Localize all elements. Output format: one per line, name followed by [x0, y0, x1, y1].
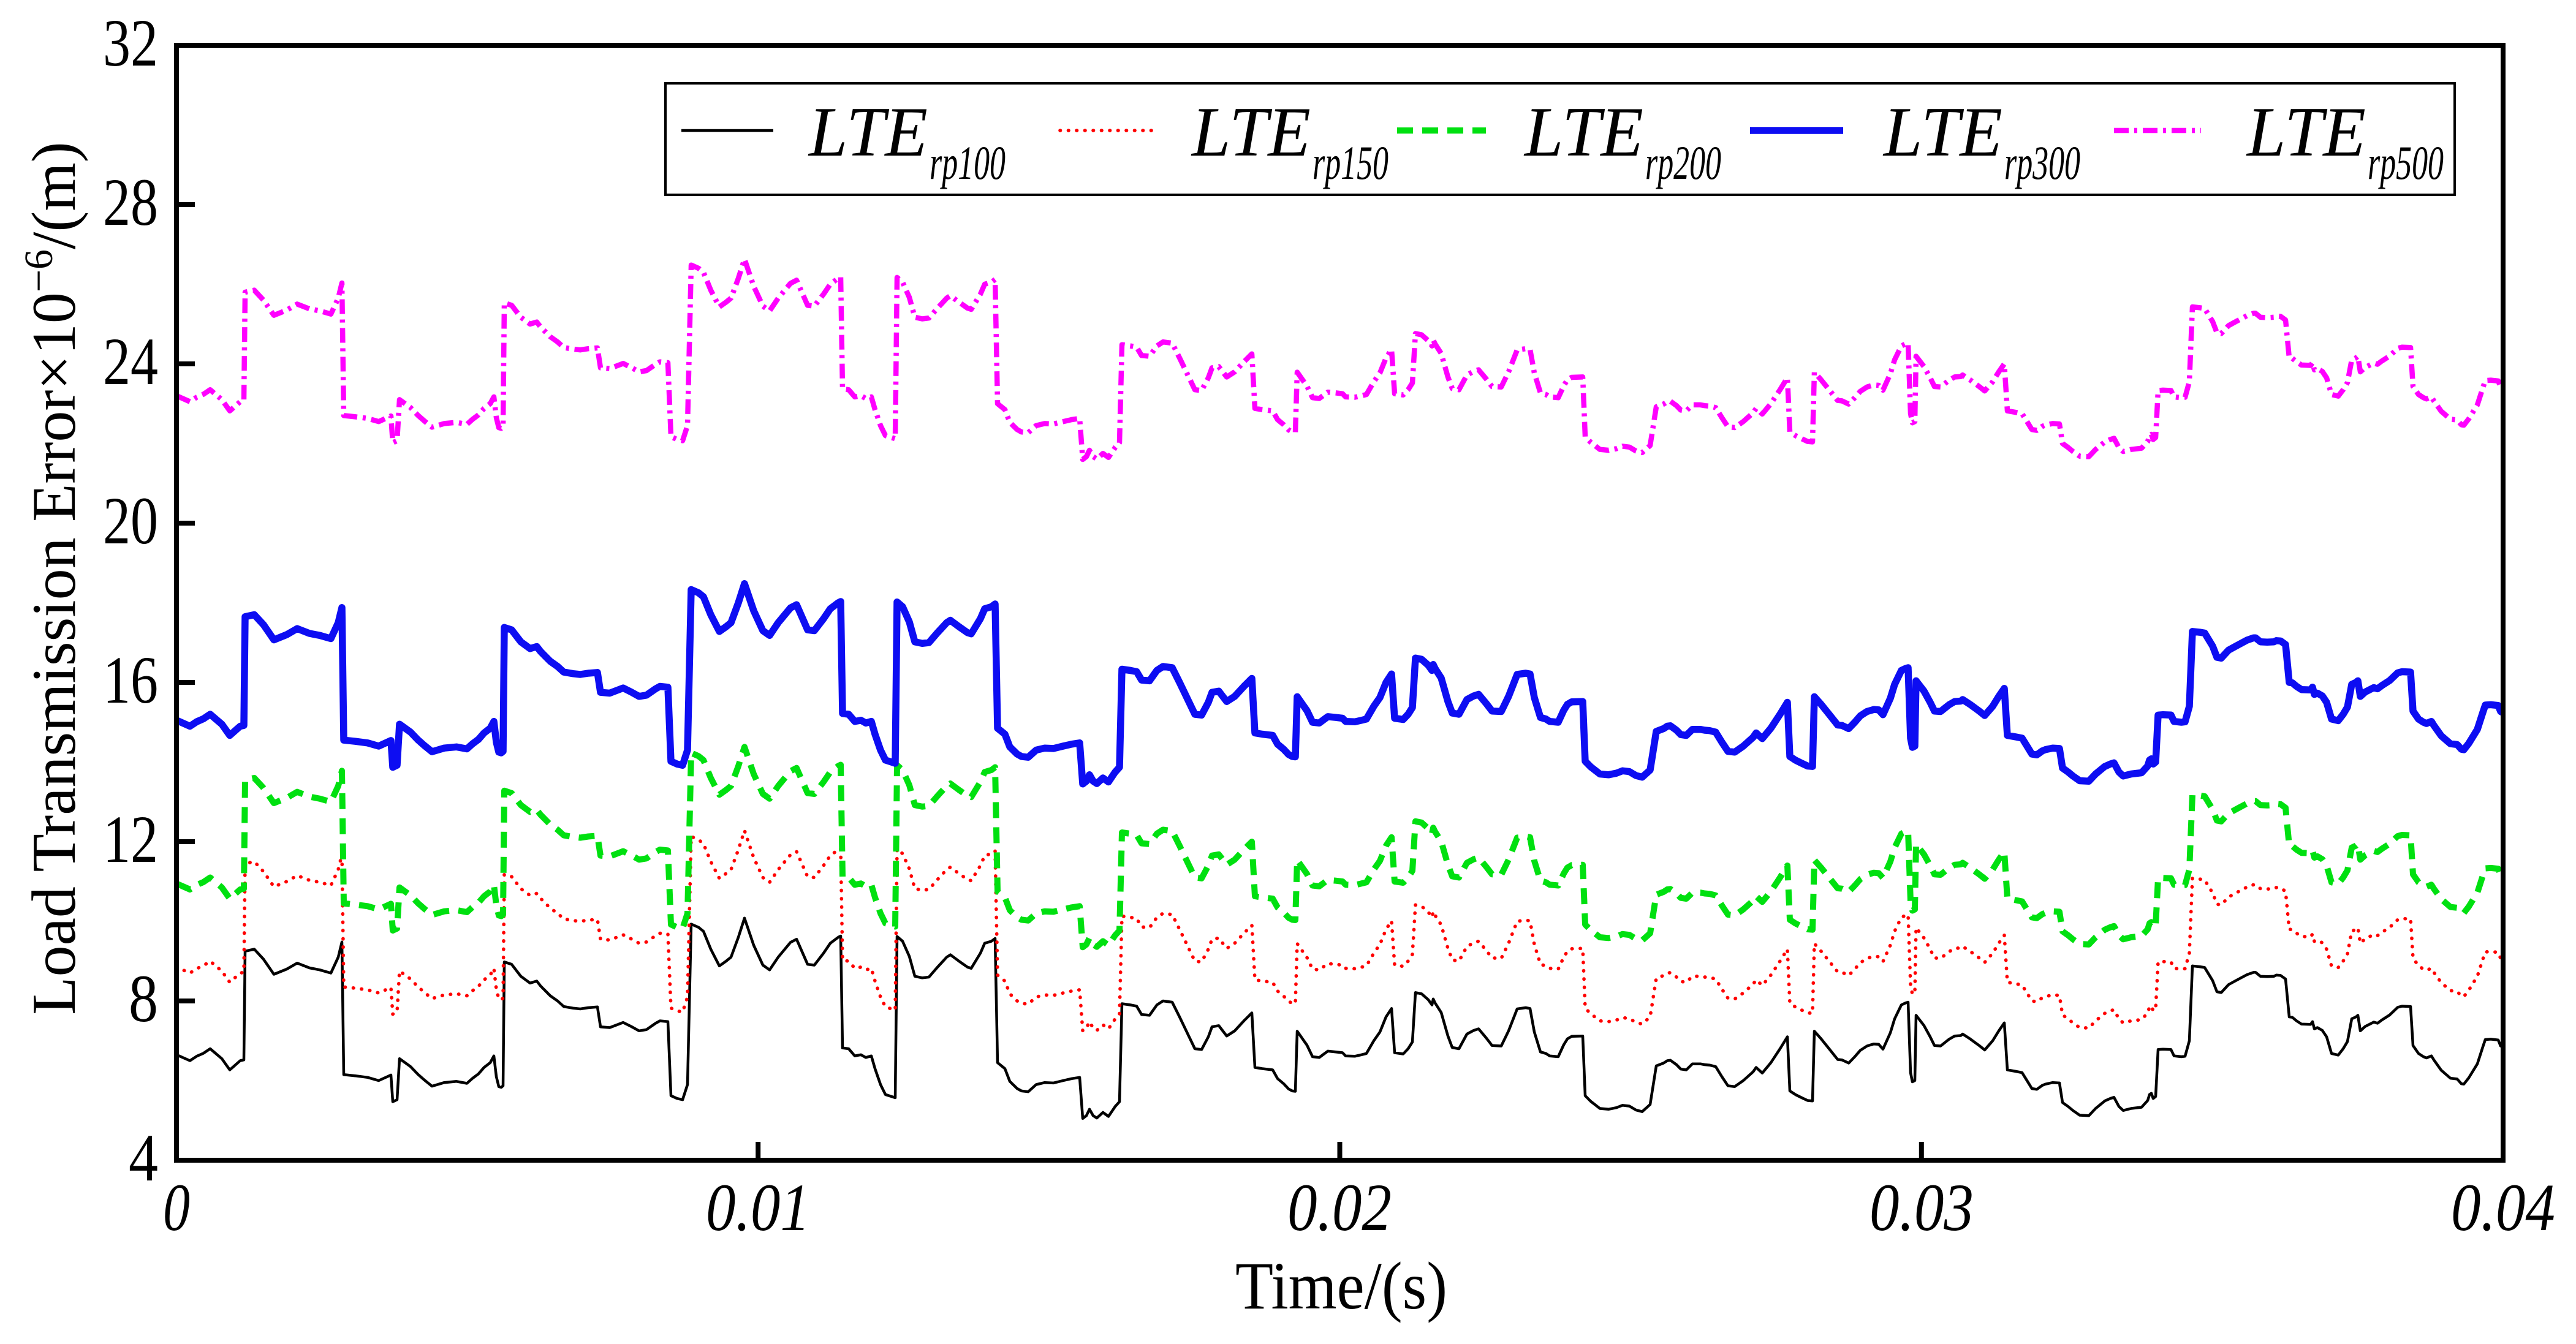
svg-text:8: 8	[129, 961, 158, 1036]
svg-text:28: 28	[103, 165, 158, 240]
svg-text:LTE: LTE	[2246, 93, 2366, 171]
svg-text:0.02: 0.02	[1287, 1170, 1392, 1245]
svg-text:20: 20	[103, 483, 158, 558]
svg-text:rp200: rp200	[1645, 136, 1721, 189]
svg-text:Time/(s): Time/(s)	[1235, 1248, 1447, 1323]
svg-text:4: 4	[129, 1120, 158, 1195]
svg-text:16: 16	[103, 643, 158, 717]
svg-text:0.03: 0.03	[1869, 1170, 1974, 1245]
svg-text:rp500: rp500	[2368, 136, 2444, 189]
svg-text:rp300: rp300	[2004, 136, 2080, 189]
svg-text:LTE: LTE	[808, 93, 928, 171]
svg-text:0.01: 0.01	[706, 1170, 810, 1245]
svg-text:32: 32	[103, 6, 158, 80]
svg-text:rp100: rp100	[930, 136, 1006, 189]
svg-text:0.04: 0.04	[2451, 1170, 2555, 1245]
svg-text:LTE: LTE	[1523, 93, 1643, 171]
svg-text:24: 24	[103, 324, 158, 399]
svg-text:LTE: LTE	[1191, 93, 1311, 171]
svg-text:rp150: rp150	[1313, 136, 1388, 189]
svg-text:0: 0	[163, 1170, 190, 1245]
svg-text:LTE: LTE	[1882, 93, 2002, 171]
svg-text:12: 12	[103, 802, 158, 877]
